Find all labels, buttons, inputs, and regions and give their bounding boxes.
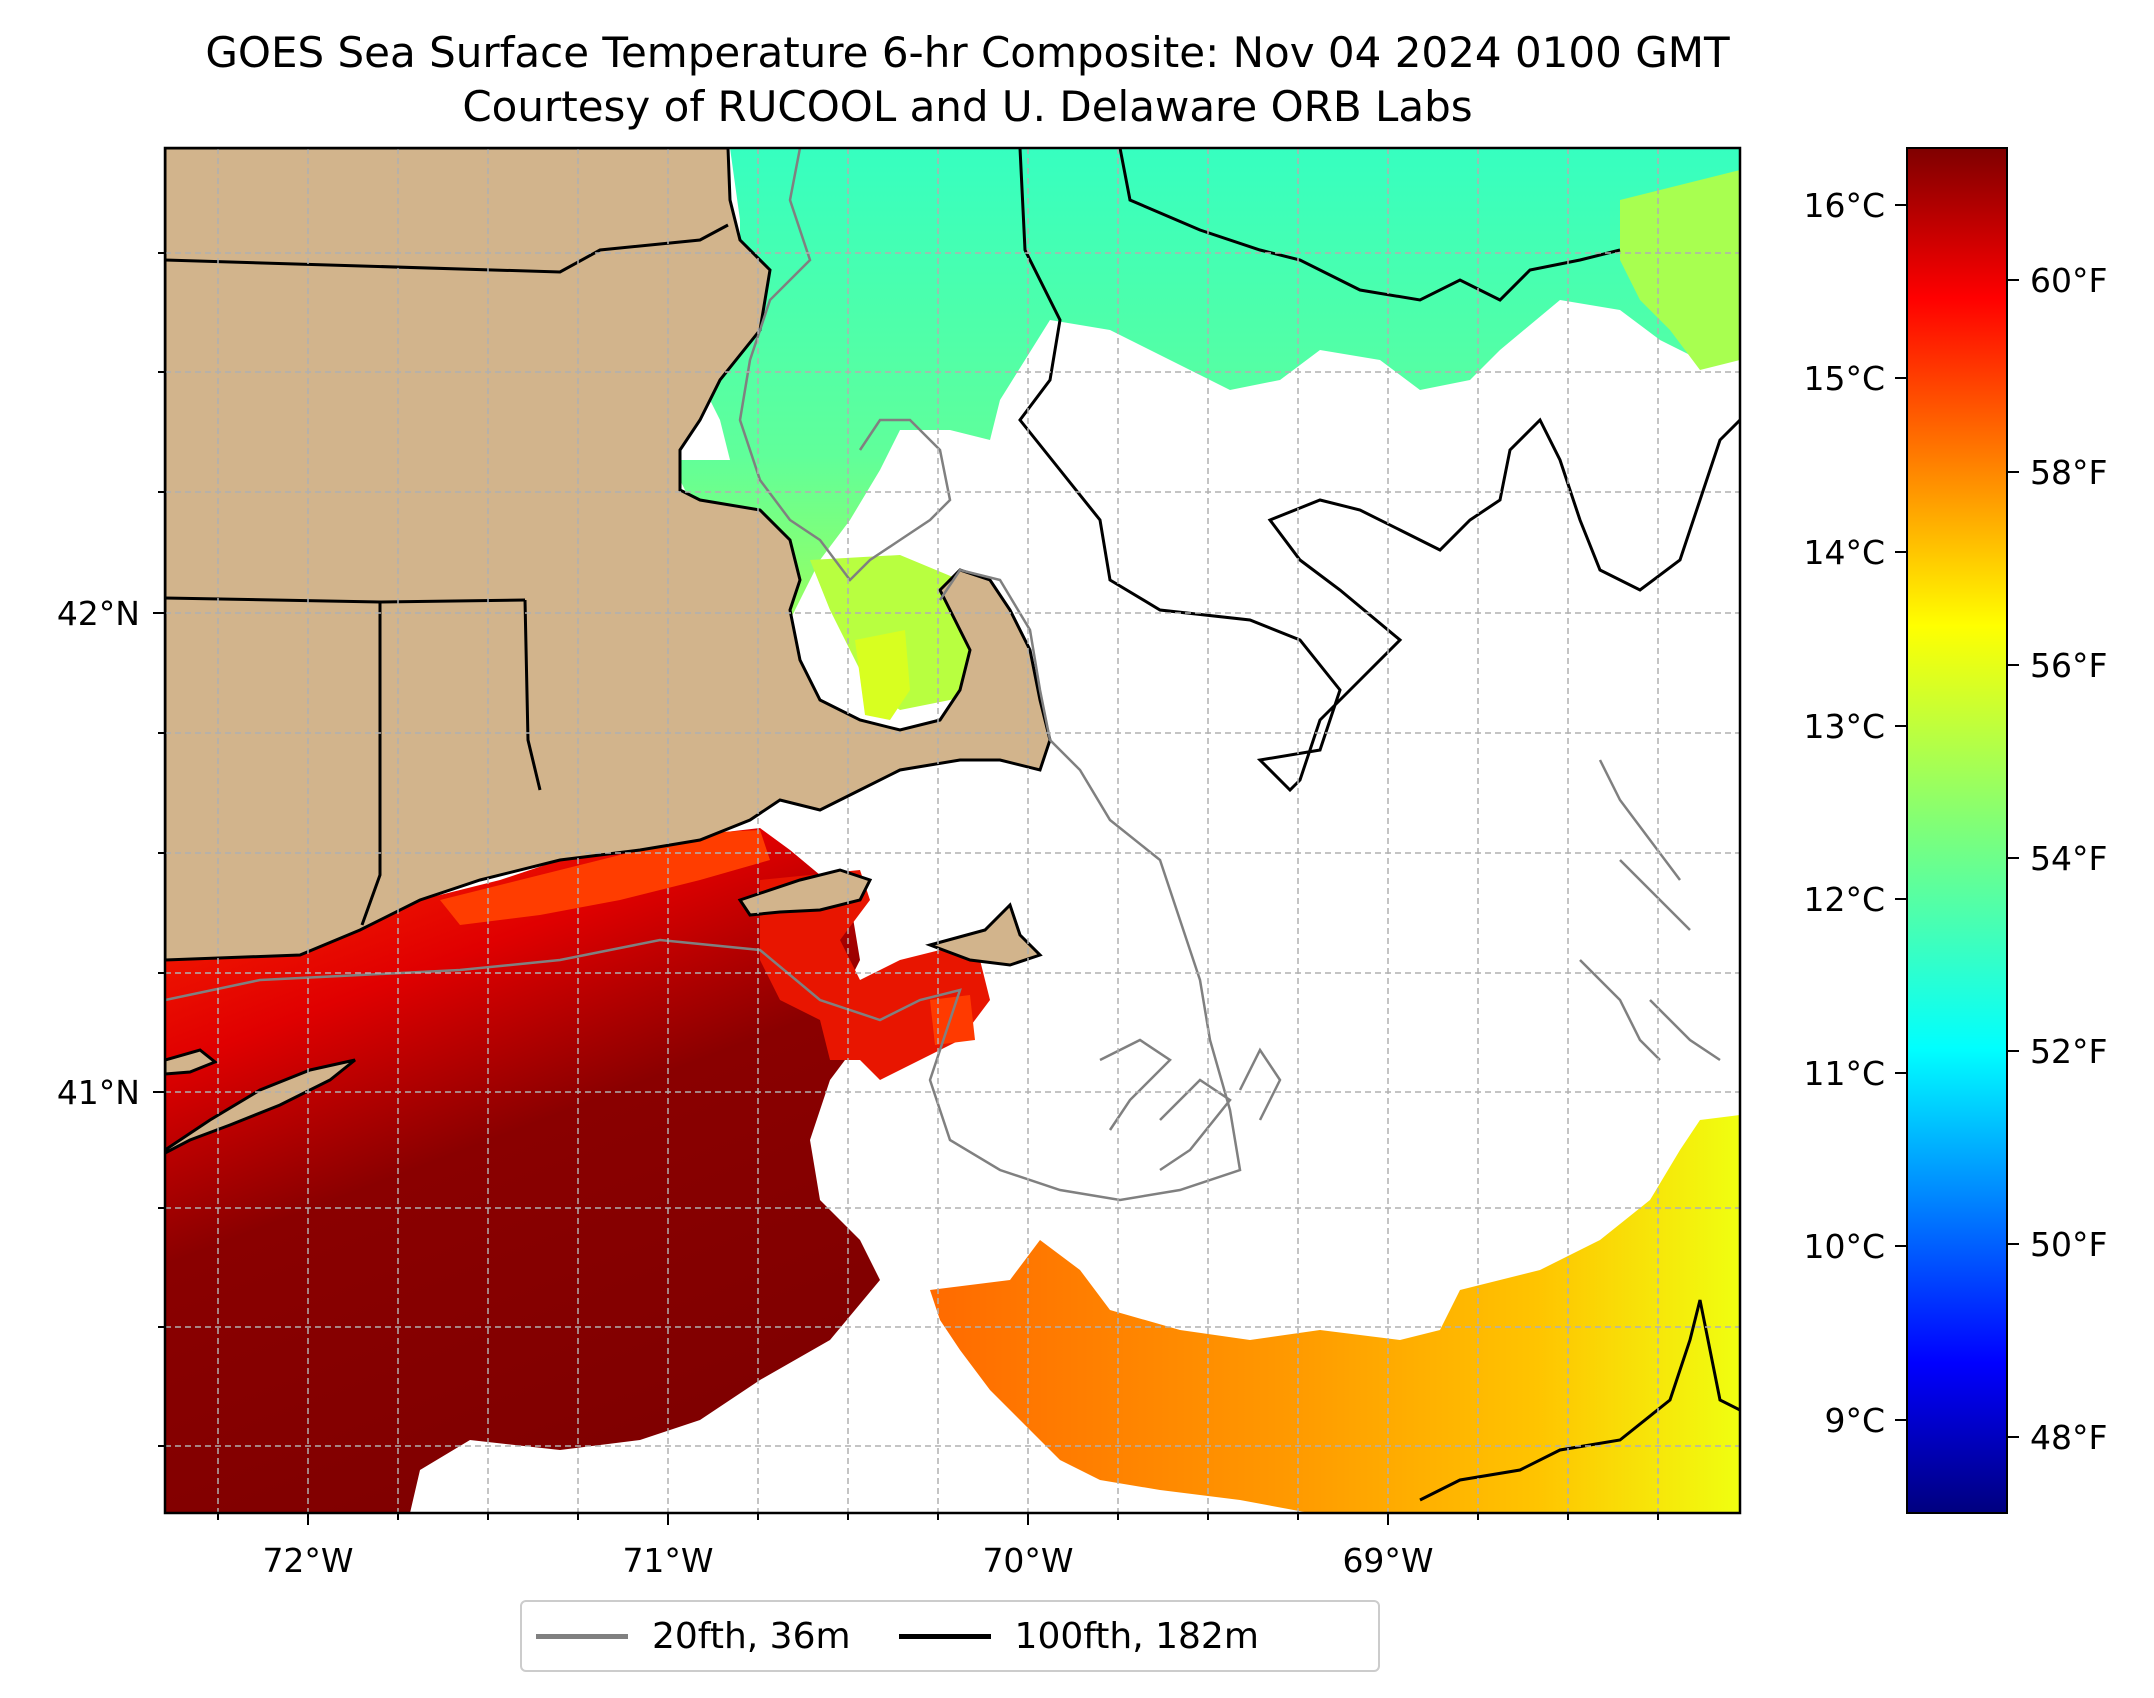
colorbar-label-54f: 54°F [2030,839,2107,878]
colorbar-celsius-ticks [1895,204,1907,1421]
colorbar-label-48f: 48°F [2030,1418,2107,1457]
colorbar-label-15c: 15°C [1803,359,1885,398]
sst-cool-region [670,148,1740,660]
colorbar-label-56f: 56°F [2030,646,2107,685]
lat-label-42n: 42°N [57,594,140,633]
colorbar-label-12c: 12°C [1803,880,1885,919]
lon-label-69w: 69°W [1342,1541,1433,1580]
legend-item-20fth: 20fth, 36m [536,1616,851,1657]
land-marthas-vineyard [737,868,873,917]
sst-right-green [1620,170,1740,370]
legend-line-100fth [898,1633,991,1639]
land-nantucket [925,902,1043,967]
colorbar-label-11c: 11°C [1803,1054,1885,1093]
contour-100fth-gulf-of-maine [1018,148,1740,793]
state-border-ct-ri [360,602,382,926]
colorbar-fahrenheit-ticks [2007,279,2019,1438]
colorbar-label-14c: 14°C [1803,533,1885,572]
contour-100fth-north [1118,148,1621,302]
land-block-island [165,1048,218,1076]
contour-20fth-shoals [1099,759,1721,1172]
colorbar [1906,147,2008,1514]
legend-label-20fth: 20fth, 36m [652,1615,851,1657]
sst-orange-region [930,1115,1740,1513]
colorbar-label-9c: 9°C [1824,1401,1885,1440]
colorbar-label-50f: 50°F [2030,1225,2107,1264]
sst-warm-patch [930,995,975,1045]
colorbar-label-60f: 60°F [2030,261,2107,300]
map-axis-ticks [153,252,1659,1525]
legend-item-100fth: 100fth, 182m [898,1615,1259,1657]
contour-20fth-coast [738,148,952,582]
colorbar-label-16c: 16°C [1803,186,1885,225]
lon-label-70w: 70°W [982,1541,1073,1580]
contour-100fth-south-shelf [1419,1299,1740,1502]
lon-label-72w: 72°W [262,1541,353,1580]
colorbar-label-58f: 58°F [2030,453,2107,492]
state-border-ma-nh [165,223,729,274]
map-title: GOES Sea Surface Temperature 6-hr Compos… [205,28,1730,77]
sst-bay-yellow [855,630,910,720]
legend-line-20fth [536,1633,628,1639]
lon-label-71w: 71°W [622,1541,713,1580]
sst-warm-east [760,870,990,1080]
map-gridlines [165,148,1740,1513]
colorbar-label-52f: 52°F [2030,1032,2107,1071]
colorbar-label-10c: 10°C [1803,1227,1885,1266]
legend-label-100fth: 100fth, 182m [1014,1615,1259,1657]
state-border-ri-ma [523,599,542,791]
map-frame [163,146,1742,1515]
map-area [165,148,1740,1513]
contour-20fth-shelf [165,568,1242,1202]
sst-warm-region [165,828,880,1513]
map-subtitle: Courtesy of RUCOOL and U. Delaware ORB L… [462,82,1473,131]
colorbar-label-13c: 13°C [1803,707,1885,746]
lat-label-41n: 41°N [57,1073,140,1112]
land-new-england [165,148,1052,962]
contour-legend: 20fth, 36m 100fth, 182m [520,1600,1380,1672]
